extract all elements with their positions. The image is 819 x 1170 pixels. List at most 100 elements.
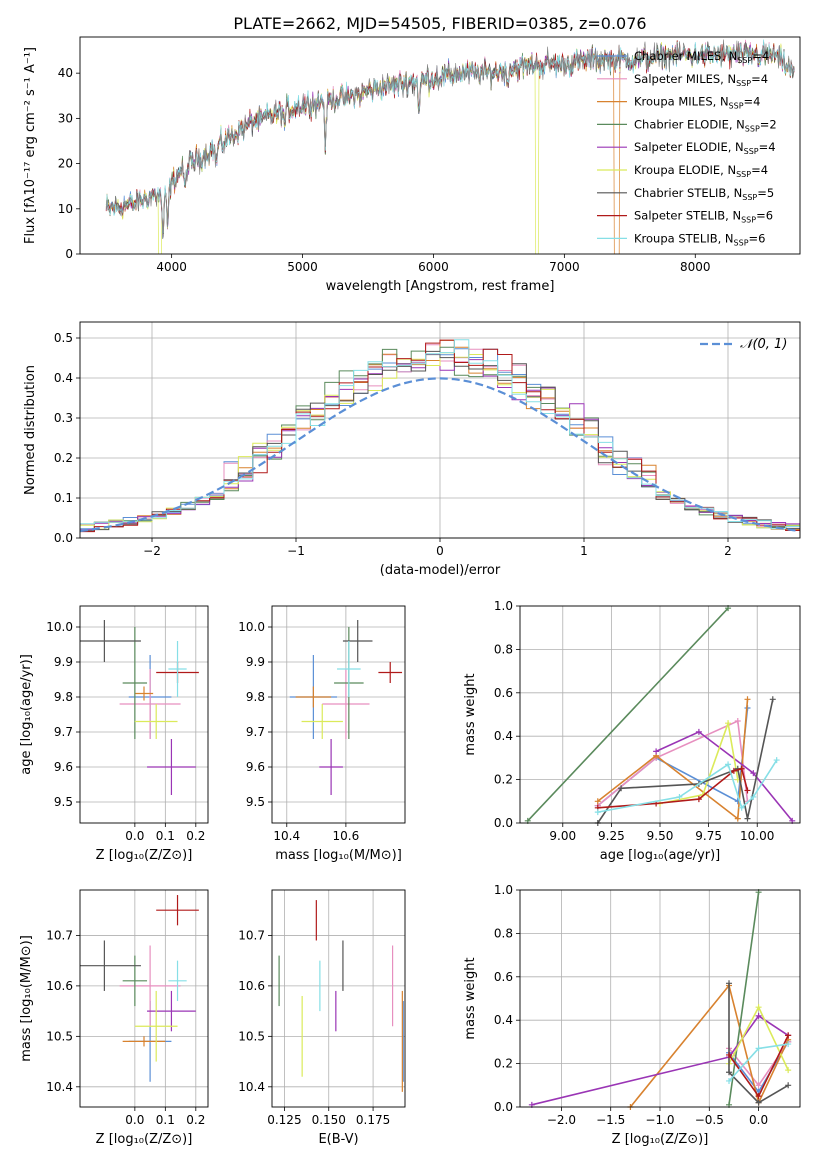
axes-spectrum: 4000 5000 6000 7000 8000 0 10 20 30 40 wavelength …	[23, 36, 801, 294]
legend-entry: Salpeter STELIB, NSSP=6	[634, 209, 773, 225]
legend-entry: Chabrier STELIB, NSSP=5	[634, 186, 774, 202]
axes-mass_vs_ebv: 0.125 0.150 0.175 10.4 10.5 10.6 10.7 E(B-V)	[238, 889, 406, 1147]
weight-marker	[726, 980, 733, 987]
weight-marker	[594, 798, 601, 805]
spectrum-line	[105, 41, 795, 234]
y-tick-label: 0	[65, 247, 73, 261]
y-tick-label: 10.7	[46, 928, 73, 942]
plot-area-age_vs_mass	[289, 620, 403, 795]
weight-line	[728, 892, 760, 1105]
y-tick-label: 0.1	[54, 491, 73, 505]
y-tick-label: 10.5	[238, 1029, 265, 1043]
y-tick-label: 9.8	[246, 690, 265, 704]
spectrum-data-line	[105, 39, 795, 239]
weight-line	[597, 699, 749, 821]
x-tick-label: 0	[436, 544, 444, 558]
weight-marker	[744, 815, 751, 822]
x-tick-label: 0.175	[356, 1113, 390, 1127]
y-tick-label: 9.6	[246, 760, 265, 774]
x-tick-label: 10.00	[740, 829, 774, 843]
y-tick-label: 10.4	[238, 1080, 265, 1094]
figure-title: PLATE=2662, MJD=54505, FIBERID=0385, z=0…	[233, 14, 646, 33]
y-tick-label: 0.2	[54, 451, 73, 465]
weight-line	[597, 767, 749, 809]
weight-marker	[726, 1077, 733, 1084]
x-tick-label: 10.4	[273, 829, 300, 843]
weight-marker	[755, 1012, 762, 1019]
x-tick-label: 1	[580, 544, 588, 558]
x-axis-label: mass [log₁₀(M/M⊙)]	[275, 848, 402, 863]
y-tick-label: 9.6	[54, 760, 73, 774]
weight-marker	[695, 728, 702, 735]
weight-marker	[725, 720, 732, 727]
axes-frame	[271, 605, 406, 824]
weight-marker	[738, 804, 745, 811]
axes-mass_weight_vs_Z: −2.0 −1.5 −1.0 −0.5 0.0 0.0 0.2 0.4 0.6 0.8 1.0 Z […	[463, 883, 801, 1147]
x-tick-label: 0.0	[125, 829, 144, 843]
weight-marker	[755, 1004, 762, 1011]
y-tick-label: 9.5	[246, 795, 265, 809]
x-axis-label: Z [log₁₀(Z/Z⊙)]	[96, 848, 193, 863]
weight-line	[659, 720, 739, 805]
axes-mass_vs_Z: 0.0 0.1 0.2 10.4 10.5 10.6 10.7 Z [log₁₀(Z/Z⊙)]…	[19, 889, 209, 1147]
axes-frame	[79, 605, 209, 824]
y-tick-label: 10.6	[238, 979, 265, 993]
y-tick-label: 10.6	[46, 979, 73, 993]
y-tick-label: 0.3	[54, 411, 73, 425]
plot-area-mass_vs_ebv	[278, 900, 404, 1092]
y-tick-label: 10.7	[238, 928, 265, 942]
weight-marker	[695, 796, 702, 803]
x-tick-label: 0.2	[186, 829, 205, 843]
y-tick-label: 1.0	[494, 599, 513, 613]
weight-marker	[726, 1051, 733, 1058]
y-tick-label: 10	[58, 202, 73, 216]
legend-entry: Chabrier MILES, NSSP=4	[634, 49, 769, 65]
weight-marker	[738, 765, 745, 772]
y-tick-label: 0.4	[494, 1013, 513, 1027]
axes-frame	[79, 36, 801, 255]
y-tick-label: 0.2	[494, 773, 513, 787]
y-tick-label: 9.5	[54, 795, 73, 809]
x-tick-label: −1	[287, 544, 305, 558]
weight-marker	[769, 696, 776, 703]
x-tick-label: −1.0	[645, 1113, 674, 1127]
x-tick-label: 8000	[680, 260, 711, 274]
x-tick-label: 6000	[418, 260, 449, 274]
y-axis-label: mass [log₁₀(M/M⊙)]	[19, 935, 34, 1062]
weight-marker	[755, 1082, 762, 1089]
y-tick-label: 20	[58, 157, 73, 171]
x-tick-label: −2	[143, 544, 161, 558]
weight-marker	[785, 1041, 792, 1048]
y-axis-label: Flux [fλ10⁻¹⁷ erg cm⁻² s⁻¹ A⁻¹]	[23, 47, 38, 244]
y-tick-label: 0.0	[54, 531, 73, 545]
axes-age_vs_Z: 0.0 0.1 0.2 9.5 9.6 9.7 9.8 9.9 10.0 Z [log₁₀(Z/Z…	[19, 605, 209, 863]
x-tick-label: 4000	[156, 260, 187, 274]
plot-area-residuals	[80, 339, 800, 534]
normal-curve	[80, 377, 800, 533]
y-tick-label: 10.0	[46, 620, 73, 634]
x-tick-label: −2.0	[547, 1113, 576, 1127]
weight-line	[597, 759, 778, 813]
weight-marker	[773, 757, 780, 764]
x-tick-label: 2	[724, 544, 732, 558]
y-axis-label: mass weight	[463, 673, 478, 755]
axes-frame	[79, 321, 801, 539]
y-axis-label: mass weight	[463, 957, 478, 1039]
plot-area-mass_weight_vs_age	[524, 605, 796, 826]
y-tick-label: 0.5	[54, 331, 73, 345]
spectrum-line	[105, 39, 795, 236]
weight-marker	[785, 1082, 792, 1089]
x-tick-label: 9.25	[598, 829, 625, 843]
x-tick-label: 0.1	[156, 829, 175, 843]
weight-marker	[653, 748, 660, 755]
histogram-series	[80, 339, 800, 530]
x-tick-label: 9.00	[549, 829, 576, 843]
y-tick-label: 9.9	[54, 655, 73, 669]
weight-line	[728, 983, 789, 1104]
weight-marker	[750, 793, 757, 800]
x-tick-label: 0.0	[749, 1113, 768, 1127]
x-axis-label: Z [log₁₀(Z/Z⊙)]	[612, 1132, 709, 1147]
y-tick-label: 9.7	[54, 725, 73, 739]
y-tick-label: 9.9	[246, 655, 265, 669]
